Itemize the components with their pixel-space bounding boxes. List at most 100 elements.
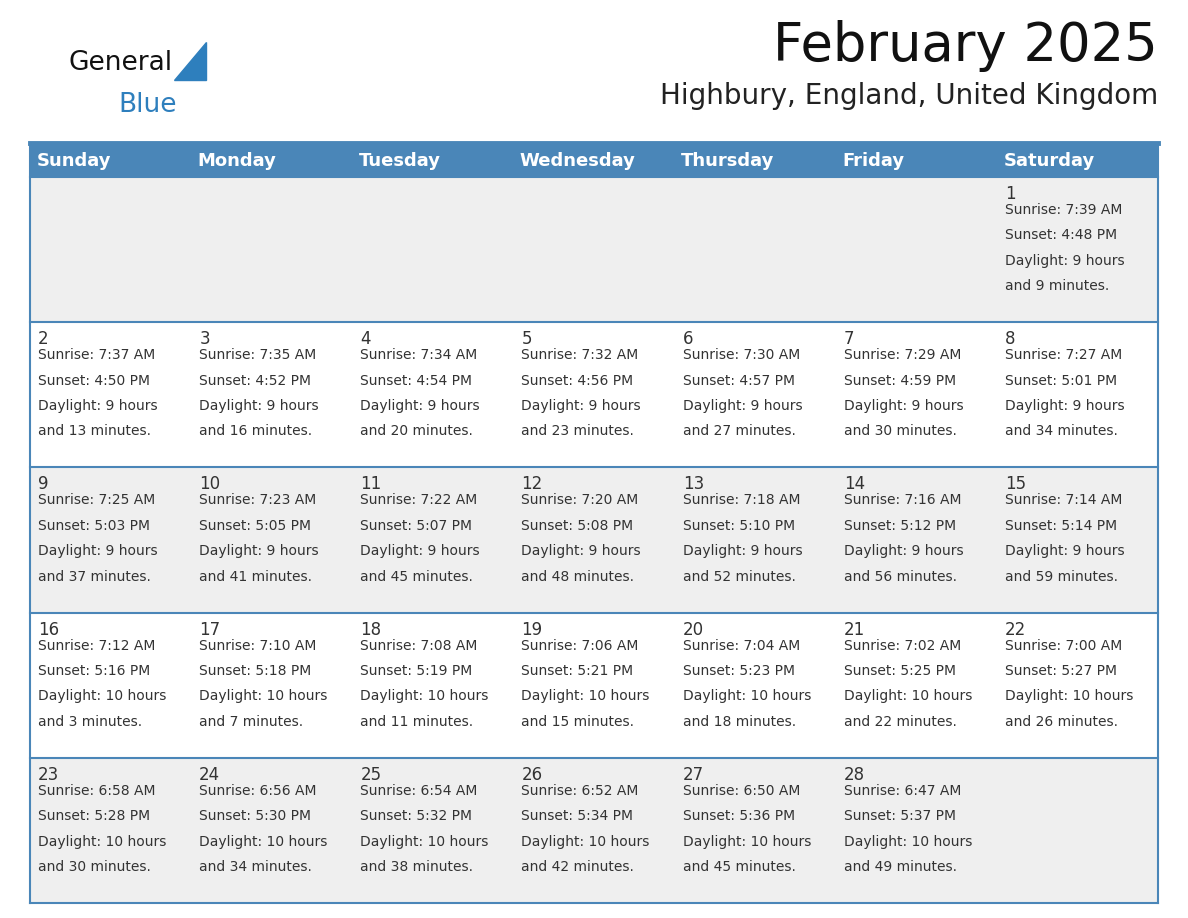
Text: 24: 24 [200,766,220,784]
Text: and 56 minutes.: and 56 minutes. [843,570,956,584]
Text: 16: 16 [38,621,59,639]
Text: and 15 minutes.: and 15 minutes. [522,715,634,729]
Text: Sunset: 4:54 PM: Sunset: 4:54 PM [360,374,473,387]
Text: Sunrise: 7:34 AM: Sunrise: 7:34 AM [360,348,478,363]
Text: and 13 minutes.: and 13 minutes. [38,424,151,439]
Text: Daylight: 10 hours: Daylight: 10 hours [843,689,972,703]
Text: 14: 14 [843,476,865,493]
Text: Daylight: 10 hours: Daylight: 10 hours [360,689,488,703]
Text: Sunrise: 7:32 AM: Sunrise: 7:32 AM [522,348,639,363]
Text: Highbury, England, United Kingdom: Highbury, England, United Kingdom [659,82,1158,110]
Bar [997,145,1158,177]
Text: Sunrise: 7:10 AM: Sunrise: 7:10 AM [200,639,316,653]
Text: and 41 minutes.: and 41 minutes. [200,570,312,584]
Text: Sunrise: 6:50 AM: Sunrise: 6:50 AM [683,784,800,798]
Text: Sunset: 5:18 PM: Sunset: 5:18 PM [200,664,311,678]
Text: Sunrise: 6:56 AM: Sunrise: 6:56 AM [200,784,317,798]
Text: Sunset: 4:56 PM: Sunset: 4:56 PM [522,374,633,387]
Text: Sunday: Sunday [37,152,110,170]
Text: Sunset: 4:52 PM: Sunset: 4:52 PM [200,374,311,387]
Text: Blue: Blue [118,92,177,118]
Text: and 45 minutes.: and 45 minutes. [683,860,796,874]
Bar [30,322,1158,467]
Text: 10: 10 [200,476,220,493]
Text: 4: 4 [360,330,371,348]
Text: Daylight: 10 hours: Daylight: 10 hours [843,834,972,848]
Text: 20: 20 [683,621,703,639]
Text: 7: 7 [843,330,854,348]
Text: and 49 minutes.: and 49 minutes. [843,860,956,874]
Text: and 42 minutes.: and 42 minutes. [522,860,634,874]
Text: February 2025: February 2025 [773,20,1158,72]
Text: and 11 minutes.: and 11 minutes. [360,715,474,729]
Text: Sunset: 5:37 PM: Sunset: 5:37 PM [843,809,956,823]
Text: Sunset: 5:36 PM: Sunset: 5:36 PM [683,809,795,823]
Polygon shape [173,42,206,80]
Text: Sunrise: 6:47 AM: Sunrise: 6:47 AM [843,784,961,798]
Text: Daylight: 9 hours: Daylight: 9 hours [38,399,158,413]
Text: Sunrise: 6:58 AM: Sunrise: 6:58 AM [38,784,156,798]
Text: Daylight: 9 hours: Daylight: 9 hours [522,399,642,413]
Bar [513,145,675,177]
Bar [191,145,353,177]
Text: Sunset: 5:25 PM: Sunset: 5:25 PM [843,664,956,678]
Text: Daylight: 10 hours: Daylight: 10 hours [683,834,811,848]
Text: 3: 3 [200,330,210,348]
Text: 15: 15 [1005,476,1026,493]
Text: Sunset: 5:12 PM: Sunset: 5:12 PM [843,519,956,532]
Text: 6: 6 [683,330,693,348]
Text: and 52 minutes.: and 52 minutes. [683,570,796,584]
Text: 21: 21 [843,621,865,639]
Text: and 22 minutes.: and 22 minutes. [843,715,956,729]
Text: Sunset: 5:30 PM: Sunset: 5:30 PM [200,809,311,823]
Text: Sunrise: 6:52 AM: Sunrise: 6:52 AM [522,784,639,798]
Text: Sunset: 5:10 PM: Sunset: 5:10 PM [683,519,795,532]
Bar [30,177,1158,322]
Bar [30,145,191,177]
Text: Thursday: Thursday [681,152,775,170]
Text: and 37 minutes.: and 37 minutes. [38,570,151,584]
Text: Sunrise: 7:39 AM: Sunrise: 7:39 AM [1005,203,1123,217]
Text: Sunrise: 7:06 AM: Sunrise: 7:06 AM [522,639,639,653]
Text: Daylight: 10 hours: Daylight: 10 hours [522,689,650,703]
Text: Daylight: 10 hours: Daylight: 10 hours [200,689,328,703]
Text: Sunrise: 7:20 AM: Sunrise: 7:20 AM [522,493,639,508]
Text: Tuesday: Tuesday [359,152,441,170]
Text: Daylight: 10 hours: Daylight: 10 hours [38,689,166,703]
Text: and 38 minutes.: and 38 minutes. [360,860,473,874]
Text: 23: 23 [38,766,59,784]
Text: 2: 2 [38,330,49,348]
Text: Daylight: 9 hours: Daylight: 9 hours [200,544,318,558]
Text: and 18 minutes.: and 18 minutes. [683,715,796,729]
Text: Daylight: 9 hours: Daylight: 9 hours [683,399,802,413]
Text: Sunrise: 7:35 AM: Sunrise: 7:35 AM [200,348,316,363]
Text: and 20 minutes.: and 20 minutes. [360,424,473,439]
Text: Daylight: 10 hours: Daylight: 10 hours [683,689,811,703]
Text: 28: 28 [843,766,865,784]
Text: Sunset: 4:57 PM: Sunset: 4:57 PM [683,374,795,387]
Text: Sunset: 5:14 PM: Sunset: 5:14 PM [1005,519,1117,532]
Text: Sunrise: 7:12 AM: Sunrise: 7:12 AM [38,639,156,653]
Text: and 23 minutes.: and 23 minutes. [522,424,634,439]
Text: Sunset: 5:03 PM: Sunset: 5:03 PM [38,519,150,532]
Text: Sunrise: 7:22 AM: Sunrise: 7:22 AM [360,493,478,508]
Text: Sunset: 5:21 PM: Sunset: 5:21 PM [522,664,633,678]
Text: Sunrise: 7:30 AM: Sunrise: 7:30 AM [683,348,800,363]
Text: Sunrise: 7:14 AM: Sunrise: 7:14 AM [1005,493,1123,508]
Text: 18: 18 [360,621,381,639]
Text: Daylight: 9 hours: Daylight: 9 hours [200,399,318,413]
Text: and 27 minutes.: and 27 minutes. [683,424,796,439]
Text: Sunrise: 7:27 AM: Sunrise: 7:27 AM [1005,348,1123,363]
Text: Sunset: 5:16 PM: Sunset: 5:16 PM [38,664,151,678]
Bar [30,757,1158,903]
Text: Sunrise: 7:23 AM: Sunrise: 7:23 AM [200,493,316,508]
Text: General: General [68,50,172,76]
Text: Sunrise: 7:00 AM: Sunrise: 7:00 AM [1005,639,1123,653]
Text: and 26 minutes.: and 26 minutes. [1005,715,1118,729]
Text: 5: 5 [522,330,532,348]
Text: Sunrise: 7:02 AM: Sunrise: 7:02 AM [843,639,961,653]
Text: Sunrise: 7:04 AM: Sunrise: 7:04 AM [683,639,800,653]
Text: 22: 22 [1005,621,1026,639]
Text: Wednesday: Wednesday [520,152,636,170]
Text: Daylight: 10 hours: Daylight: 10 hours [360,834,488,848]
